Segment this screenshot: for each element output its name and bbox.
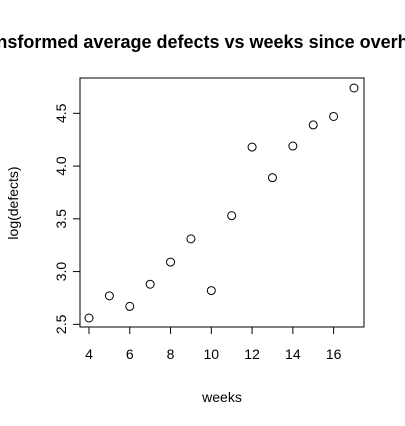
- chart-title: Transformed average defects vs weeks sin…: [0, 32, 405, 52]
- y-tick-label: 4.0: [53, 156, 69, 176]
- data-point: [166, 257, 176, 267]
- data-point: [329, 111, 339, 121]
- data-point: [104, 291, 114, 301]
- data-point: [267, 173, 277, 183]
- x-tick-label: 14: [285, 346, 301, 362]
- x-axis: 4 6 8 10 12 14 16: [85, 326, 342, 362]
- x-tick-label: 10: [204, 346, 220, 362]
- x-tick-label: 16: [326, 346, 342, 362]
- y-tick-label: 4.5: [53, 103, 69, 123]
- data-point: [349, 83, 359, 93]
- y-tick-label: 2.5: [53, 314, 69, 334]
- data-point: [288, 141, 298, 151]
- y-axis: 2.5 3.0 3.5 4.0 4.5: [53, 103, 81, 334]
- x-tick-label: 6: [126, 346, 134, 362]
- data-point: [247, 142, 257, 152]
- y-tick-label: 3.0: [53, 262, 69, 282]
- data-point: [308, 120, 318, 130]
- data-point: [227, 211, 237, 221]
- x-tick-label: 12: [244, 346, 260, 362]
- data-point: [186, 234, 196, 244]
- data-point: [206, 286, 216, 296]
- x-tick-label: 4: [85, 346, 93, 362]
- x-axis-label: weeks: [201, 389, 242, 405]
- plot-frame: [79, 77, 365, 328]
- data-points: [84, 83, 359, 323]
- data-point: [125, 301, 135, 311]
- x-tick-label: 8: [167, 346, 175, 362]
- y-tick-label: 3.5: [53, 209, 69, 229]
- data-point: [84, 313, 94, 323]
- y-axis-label: log(defects): [5, 166, 21, 239]
- data-point: [145, 279, 155, 289]
